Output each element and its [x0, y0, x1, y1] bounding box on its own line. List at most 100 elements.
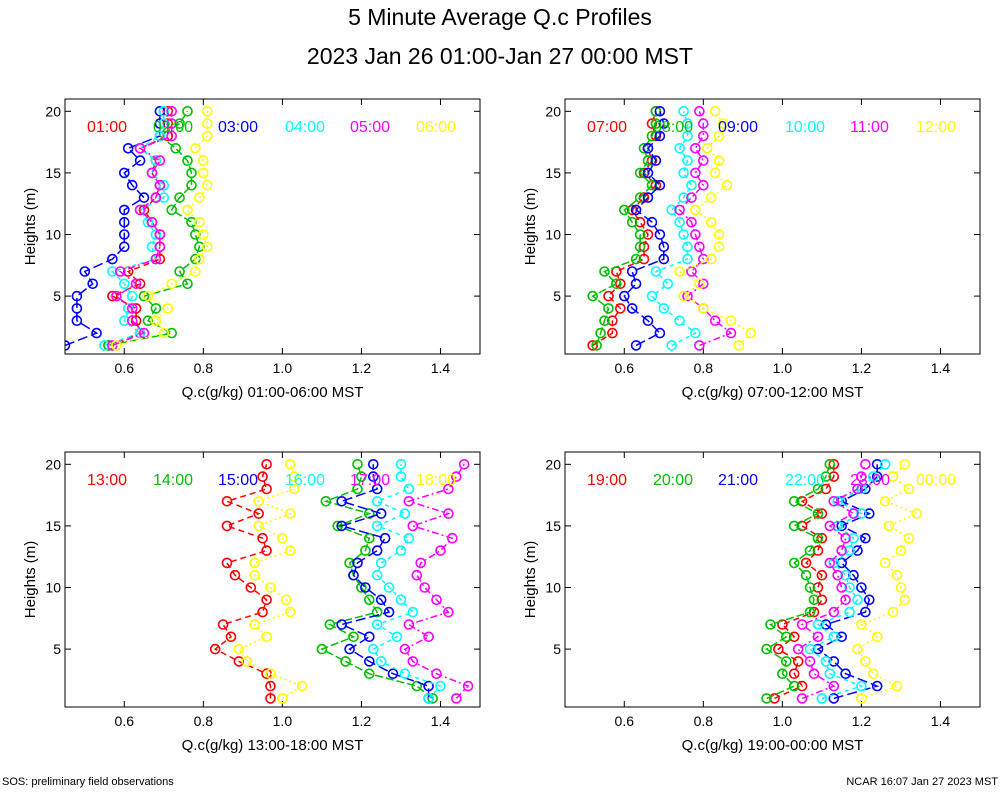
x-tick-label: 0.8: [694, 360, 714, 376]
data-point: [202, 241, 213, 253]
data-point: [225, 631, 237, 643]
data-point: [221, 557, 233, 569]
data-point: [812, 582, 824, 593]
data-point: [257, 606, 268, 618]
data-point: [403, 619, 415, 630]
data-point: [824, 557, 836, 569]
data-point: [658, 253, 670, 265]
data-point: [686, 192, 697, 203]
data-point: [686, 179, 697, 191]
y-tick-label: 5: [53, 641, 61, 657]
data-point: [71, 315, 83, 327]
data-point: [666, 340, 678, 351]
y-tick-label: 10: [45, 227, 61, 243]
data-point: [403, 532, 415, 544]
data-point: [591, 340, 602, 351]
data-point: [284, 458, 296, 470]
y-axis-label: Heights (m): [22, 188, 39, 266]
legend-0900: 09:00: [718, 119, 758, 136]
data-point: [852, 594, 863, 606]
data-point: [126, 290, 138, 302]
data-point: [284, 508, 296, 519]
data-point: [642, 167, 654, 179]
data-point: [654, 327, 666, 339]
y-tick-label: 20: [545, 103, 561, 119]
data-point: [697, 155, 709, 166]
data-point: [198, 167, 209, 179]
data-point: [646, 216, 658, 228]
y-tick-label: 15: [45, 518, 61, 534]
data-point: [403, 495, 415, 507]
legend-0100: 01:00: [87, 119, 127, 136]
data-point: [828, 631, 840, 643]
data-point: [391, 631, 403, 643]
data-point: [395, 458, 407, 470]
data-point: [642, 315, 654, 327]
data-point: [697, 253, 709, 265]
data-point: [860, 656, 871, 667]
data-point: [887, 471, 899, 482]
y-tick-label: 10: [545, 580, 561, 596]
data-point: [626, 216, 638, 228]
y-tick-label: 5: [553, 288, 561, 304]
data-point: [265, 668, 276, 680]
data-point: [796, 693, 808, 704]
data-point: [443, 606, 454, 618]
data-point: [395, 545, 407, 556]
data-point: [614, 278, 626, 290]
data-point: [371, 569, 383, 581]
data-point: [697, 303, 709, 314]
data-point: [202, 106, 213, 117]
data-point: [371, 495, 383, 507]
legend-1300: 13:00: [87, 472, 127, 489]
data-point: [654, 106, 666, 117]
data-point: [812, 619, 824, 630]
x-tick-label: 1.4: [931, 360, 951, 376]
data-point: [650, 266, 662, 277]
data-point: [450, 693, 462, 704]
data-point: [265, 680, 276, 692]
legend-0400: 04:00: [285, 119, 325, 136]
data-point: [379, 532, 391, 544]
data-point: [705, 253, 717, 265]
data-point: [832, 495, 844, 507]
series-group: [761, 458, 923, 704]
data-point: [202, 118, 213, 129]
series-group: [209, 458, 474, 704]
series-group: [587, 106, 757, 351]
data-point: [599, 315, 610, 327]
data-point: [642, 155, 654, 166]
data-point: [863, 508, 875, 519]
data-point: [769, 693, 780, 704]
data-point: [840, 532, 851, 544]
data-point: [162, 118, 174, 129]
series-line-1100: [678, 111, 733, 347]
data-point: [603, 290, 614, 302]
data-point: [595, 327, 606, 339]
data-point: [697, 179, 709, 191]
data-point: [690, 229, 701, 240]
data-point: [265, 693, 276, 704]
data-point: [154, 229, 166, 240]
chart-title: 5 Minute Average Q.c Profiles: [348, 4, 652, 30]
data-point: [336, 495, 348, 507]
series-line-0000: [856, 463, 919, 700]
data-point: [678, 106, 689, 117]
data-point: [126, 303, 138, 314]
x-tick-label: 1.0: [773, 360, 793, 376]
data-point: [170, 143, 181, 154]
x-tick-label: 1.0: [773, 713, 793, 729]
data-point: [261, 631, 272, 643]
data-point: [634, 167, 646, 179]
data-point: [150, 315, 162, 327]
data-point: [119, 315, 130, 327]
data-point: [134, 143, 146, 154]
legend-0500: 05:00: [350, 119, 390, 136]
data-point: [241, 656, 253, 667]
data-point: [119, 216, 130, 228]
y-tick-label: 20: [45, 103, 61, 119]
data-point: [828, 495, 840, 507]
data-point: [261, 458, 272, 470]
x-tick-label: 0.8: [194, 713, 214, 729]
data-point: [150, 253, 162, 265]
